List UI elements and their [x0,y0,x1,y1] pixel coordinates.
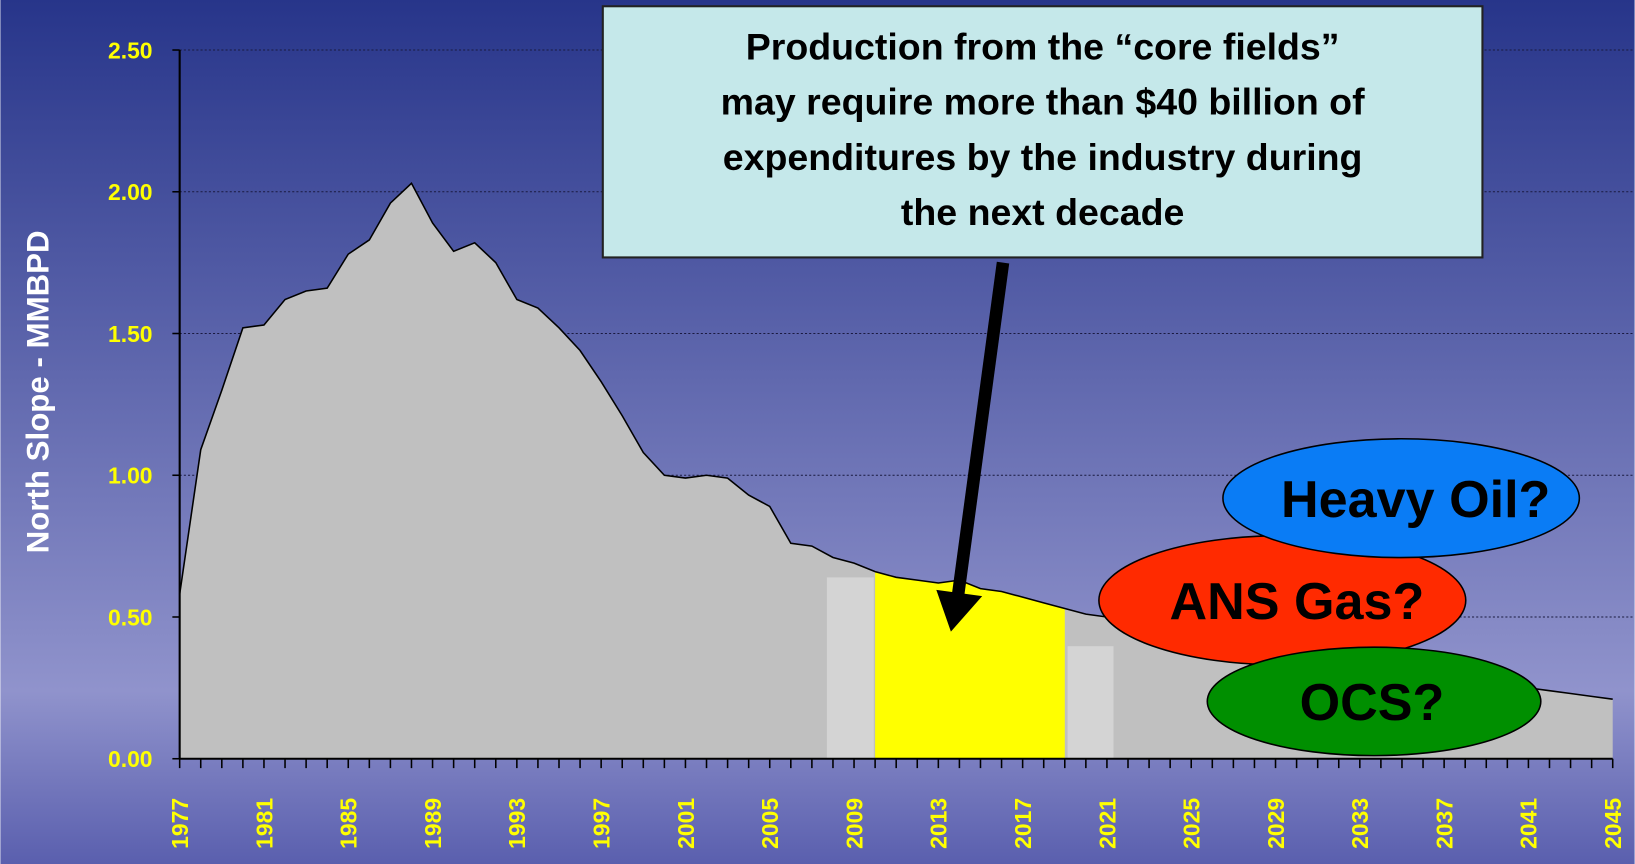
x-tick-label: 1977 [167,798,193,849]
bubble [1222,437,1581,559]
y-axis-label: North Slope - MMBPD [20,230,55,553]
x-tick-label: 2021 [1094,798,1120,849]
x-tick-label: 2045 [1600,798,1626,849]
shade-box [826,577,874,759]
callout-text: the next decade [901,191,1184,233]
x-tick-label: 1993 [504,798,530,849]
shade-box [1067,646,1114,759]
x-tick-label: 2009 [841,798,867,849]
x-tick-label: 1989 [420,798,446,849]
bubble [1206,646,1542,757]
y-tick-label: 2.50 [108,37,153,63]
arrow-head [936,589,983,632]
x-tick-label: 2029 [1263,798,1289,849]
x-tick-label: 1981 [251,798,277,849]
y-tick-label: 1.00 [108,463,153,489]
y-tick-label: 2.00 [108,179,153,205]
area [179,183,1613,759]
x-tick-label: 2037 [1431,798,1457,849]
x-tick-label: 2013 [926,798,952,849]
y-tick-label: 1.50 [108,321,153,347]
y-tick-label: 0.00 [108,746,153,772]
x-tick-label: 2001 [673,798,699,849]
callout-text: expenditures by the industry during [723,136,1363,178]
callout-text: may require more than $40 billion of [721,81,1365,123]
callout-box [601,5,1484,259]
x-tick-label: 2005 [757,798,783,849]
x-tick-label: 1997 [588,798,614,849]
callout-text: Production from the “core fields” [746,25,1340,67]
x-tick-label: 1985 [336,798,362,849]
x-tick-label: 2033 [1347,798,1373,849]
highlight-area [875,571,1065,759]
x-tick-label: 2041 [1516,798,1542,849]
x-tick-label: 2017 [1010,798,1036,849]
arrow-shaft [952,261,1010,595]
y-tick-label: 0.50 [108,604,153,630]
bubble-label: Heavy Oil? [1281,471,1550,529]
x-tick-label: 2025 [1179,798,1205,849]
bubble-label: OCS? [1300,674,1445,732]
bubble-label: ANS Gas? [1170,573,1425,631]
